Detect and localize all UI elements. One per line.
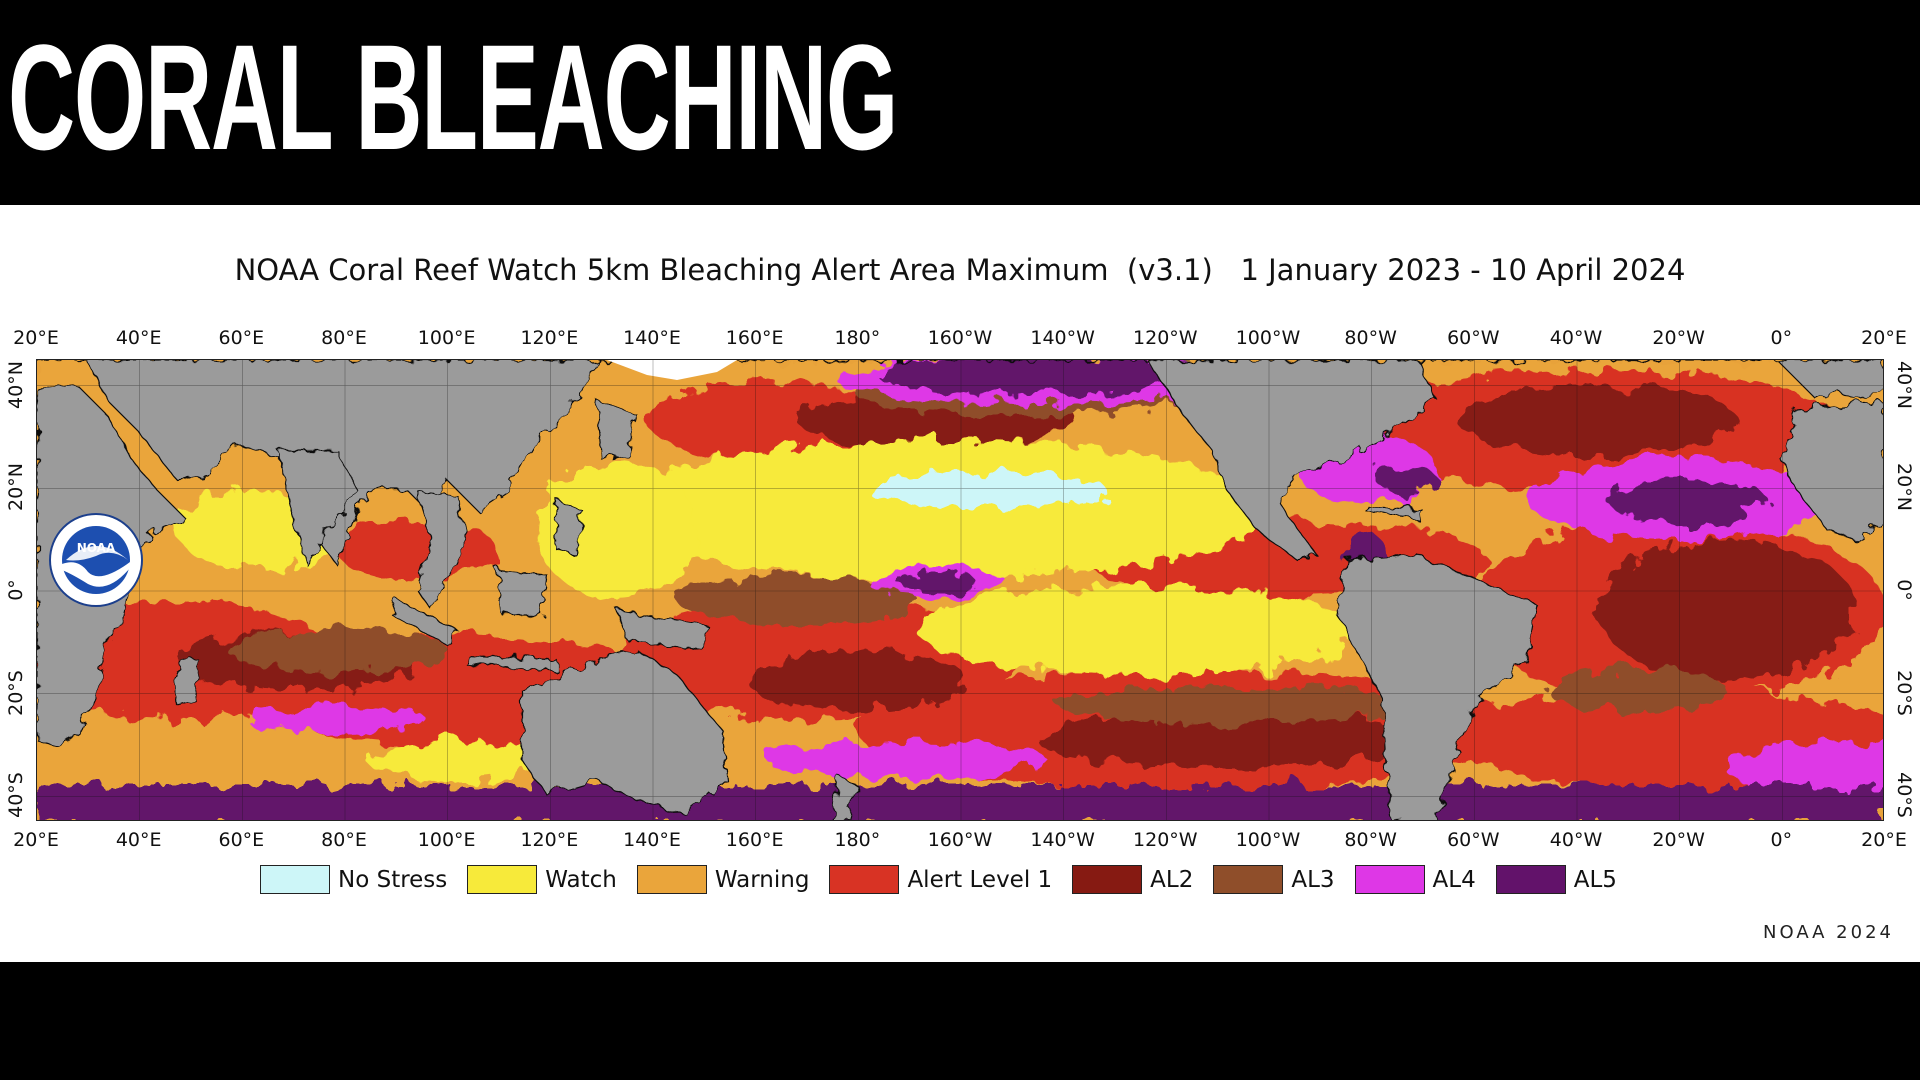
longitude-label: 60°E	[218, 829, 265, 851]
longitude-label: 140°W	[1030, 327, 1095, 349]
longitude-label: 100°W	[1235, 327, 1301, 349]
longitude-label: 180°	[834, 829, 881, 851]
longitude-label: 0°	[1770, 327, 1793, 349]
legend-label: Warning	[714, 866, 810, 893]
longitude-label: 80°W	[1344, 829, 1397, 851]
latitude-label-right: 40°N	[1893, 360, 1915, 409]
latitude-label-right: 20°S	[1893, 669, 1915, 716]
legend-item: AL4	[1354, 865, 1476, 894]
land-masses	[37, 360, 1883, 820]
legend-item: Watch	[467, 865, 617, 894]
latitude-label-left: 20°S	[5, 669, 27, 716]
noaa-logo-text: NOAA	[77, 541, 116, 555]
legend-label: Alert Level 1	[907, 866, 1053, 893]
bleaching-alert-map	[36, 359, 1884, 821]
latitude-label-right: 0°	[1893, 579, 1915, 601]
longitude-label: 40°W	[1549, 829, 1603, 851]
latitude-label-right: 40°S	[1893, 772, 1915, 819]
longitude-label: 160°E	[725, 327, 784, 349]
longitude-label: 120°W	[1133, 829, 1198, 851]
longitude-label: 120°E	[520, 829, 579, 851]
credit: NOAA 2024	[1763, 922, 1894, 943]
graticule	[37, 360, 1883, 820]
longitude-label: 180°	[834, 327, 881, 349]
legend-label: AL2	[1150, 866, 1194, 893]
legend-swatch	[260, 865, 330, 894]
legend-item: Alert Level 1	[829, 865, 1052, 894]
longitude-label: 100°W	[1235, 829, 1301, 851]
longitude-label: 20°E	[13, 327, 59, 349]
longitude-label: 0°	[1770, 829, 1793, 851]
legend-item: AL5	[1495, 865, 1617, 894]
longitude-label: 120°W	[1133, 327, 1198, 349]
latitude-label-right: 20°N	[1893, 463, 1915, 512]
longitude-label: 160°W	[927, 829, 993, 851]
sea-ice-region	[607, 360, 737, 380]
legend-item: AL2	[1072, 865, 1193, 894]
longitude-label: 160°E	[725, 829, 784, 851]
map-canvas	[37, 360, 1883, 820]
longitude-label: 100°E	[417, 829, 476, 851]
legend-swatch	[1072, 865, 1143, 894]
legend-label: AL5	[1573, 866, 1617, 893]
longitude-label: 60°W	[1447, 327, 1500, 349]
legend-swatch	[829, 865, 900, 894]
legend-label: No Stress	[338, 866, 448, 893]
legend-swatch	[1495, 865, 1566, 894]
legend-label: AL3	[1291, 866, 1335, 893]
legend: No Stress Watch Warning Alert Level 1 AL2 AL3…	[260, 865, 1617, 894]
longitude-label: 20°E	[1861, 327, 1907, 349]
longitude-label: 60°E	[218, 327, 265, 349]
longitude-label: 40°E	[115, 327, 162, 349]
legend-item: Warning	[636, 865, 810, 894]
legend-item: AL3	[1213, 865, 1335, 894]
longitude-label: 20°E	[13, 829, 59, 851]
latitude-label-left: 20°N	[5, 463, 27, 512]
alert-regions	[37, 360, 1883, 820]
longitude-label: 80°E	[321, 327, 367, 349]
longitude-label: 20°E	[1861, 829, 1907, 851]
longitude-label: 40°E	[115, 829, 162, 851]
legend-swatch	[1354, 865, 1425, 894]
longitude-label: 20°W	[1652, 327, 1705, 349]
longitude-label: 160°W	[927, 327, 993, 349]
longitude-label: 120°E	[520, 327, 579, 349]
legend-swatch	[636, 865, 707, 894]
longitude-label: 80°W	[1344, 327, 1397, 349]
longitude-label: 100°E	[417, 327, 476, 349]
longitude-label: 40°W	[1549, 327, 1603, 349]
longitude-label: 140°W	[1030, 829, 1095, 851]
legend-swatch	[467, 865, 538, 894]
noaa-logo-icon: NOAA	[49, 513, 143, 607]
legend-label: AL4	[1432, 866, 1476, 893]
longitude-label: 60°W	[1447, 829, 1500, 851]
legend-swatch	[1213, 865, 1284, 894]
headline: CORAL BLEACHING	[8, 13, 898, 181]
longitude-label: 80°E	[321, 829, 367, 851]
longitude-label: 140°E	[623, 829, 681, 851]
longitude-label: 140°E	[623, 327, 681, 349]
legend-item: No Stress	[260, 865, 447, 894]
latitude-label-left: 40°N	[5, 360, 27, 409]
latitude-label-left: 40°S	[5, 772, 27, 819]
latitude-label-left: 0°	[5, 579, 27, 601]
map-title: NOAA Coral Reef Watch 5km Bleaching Aler…	[234, 253, 1686, 287]
map-panel: NOAA Coral Reef Watch 5km Bleaching Aler…	[0, 205, 1920, 962]
longitude-label: 20°W	[1652, 829, 1705, 851]
legend-label: Watch	[545, 866, 617, 893]
